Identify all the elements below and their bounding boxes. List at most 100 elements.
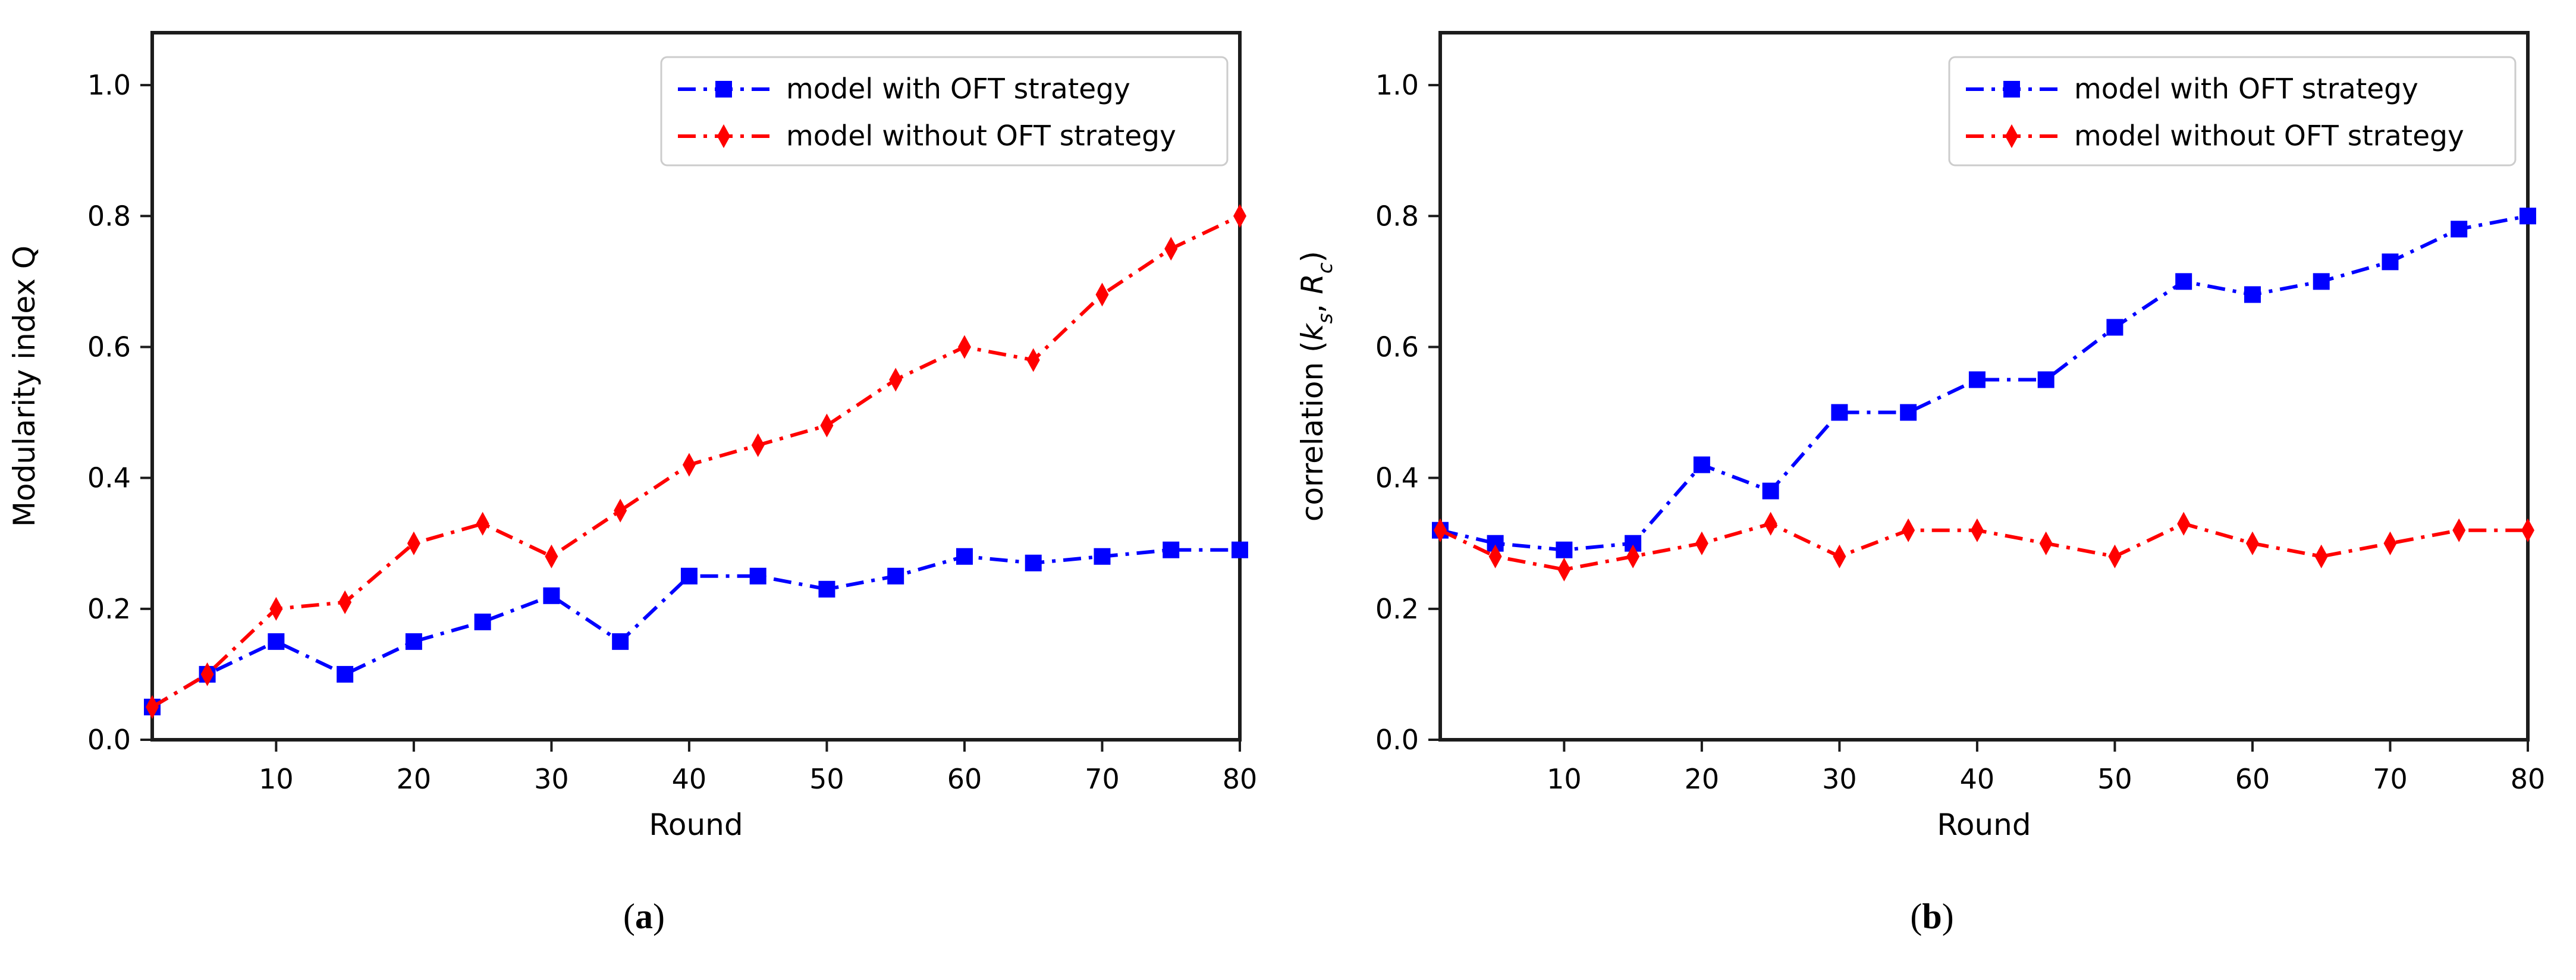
x-tick-label: 50 bbox=[2097, 763, 2132, 795]
series-0-marker-icon bbox=[2037, 371, 2054, 388]
series-0-marker-icon bbox=[268, 633, 285, 650]
y-tick-label: 0.4 bbox=[87, 462, 131, 494]
series-1-marker-icon bbox=[146, 695, 159, 719]
y-tick-label: 0.6 bbox=[1375, 331, 1419, 363]
x-tick-label: 70 bbox=[2373, 763, 2408, 795]
series-0-marker-icon bbox=[956, 548, 973, 565]
y-tick-label: 0.4 bbox=[1375, 462, 1419, 494]
series-0-marker-icon bbox=[2106, 319, 2123, 336]
series-1-marker-icon bbox=[957, 335, 971, 359]
y-tick-label: 0.8 bbox=[87, 200, 131, 232]
series-1-marker-icon bbox=[1026, 348, 1040, 372]
series-1-marker-icon bbox=[889, 368, 903, 392]
series-1-marker-icon bbox=[1233, 204, 1246, 228]
series-0-marker-icon bbox=[1968, 371, 1986, 388]
series-line-0 bbox=[1440, 214, 2528, 552]
x-axis-label: Round bbox=[1937, 808, 2031, 842]
legend-label: model with OFT strategy bbox=[786, 73, 1130, 106]
x-tick-label: 40 bbox=[672, 763, 707, 795]
y-tick-label: 0.6 bbox=[87, 331, 131, 363]
y-tick-label: 0.2 bbox=[1375, 593, 1419, 625]
series-1-marker-icon bbox=[682, 453, 696, 477]
legend-label: model with OFT strategy bbox=[2074, 73, 2418, 106]
x-tick-label: 50 bbox=[809, 763, 844, 795]
legend-marker-icon bbox=[2005, 124, 2018, 148]
series-1-marker-icon bbox=[2521, 518, 2534, 542]
caption-b-open: ( bbox=[1910, 897, 1922, 936]
series-1-marker-icon bbox=[407, 531, 420, 555]
chart-panel-b: 0.0 0.2 0.4 0.6 0.8 1.0 10 20 30 40 50 60 70 80 Round c… bbox=[1288, 0, 2576, 980]
chart-panel-a: 0.0 0.2 0.4 0.6 0.8 1.0 10 20 30 40 50 60 70 80 Round M… bbox=[0, 31, 1288, 938]
caption-b: (b) bbox=[1288, 895, 2576, 938]
legend-marker-icon bbox=[715, 81, 732, 98]
caption-a-letter: a bbox=[635, 897, 653, 936]
caption-a-open: ( bbox=[623, 897, 635, 936]
x-tick-label: 80 bbox=[1223, 763, 1258, 795]
series-1-marker-icon bbox=[2452, 518, 2466, 542]
series-0-marker-icon bbox=[1094, 548, 1111, 565]
caption-a-close: ) bbox=[653, 897, 665, 936]
legend-marker-icon bbox=[717, 124, 730, 148]
x-tick-label: 40 bbox=[1960, 763, 1995, 795]
legend-box bbox=[660, 56, 1229, 167]
series-0 bbox=[144, 541, 1248, 715]
series-0-marker-icon bbox=[543, 587, 560, 604]
series-1-marker-icon bbox=[1833, 544, 1846, 568]
x-tick-label: 30 bbox=[1822, 763, 1857, 795]
series-0-marker-icon bbox=[680, 567, 698, 585]
series-0-marker-icon bbox=[749, 567, 766, 585]
x-tick-label: 10 bbox=[259, 763, 294, 795]
x-tick-label: 70 bbox=[1085, 763, 1120, 795]
y-axis-label: correlation (ks, Rc) bbox=[1295, 251, 1337, 522]
series-1-marker-icon bbox=[338, 590, 352, 614]
series-1-marker-icon bbox=[1164, 237, 1178, 261]
series-1-marker-icon bbox=[200, 662, 214, 686]
series-0-marker-icon bbox=[612, 633, 629, 650]
x-axis-label: Round bbox=[649, 808, 743, 842]
series-1-marker-icon bbox=[751, 433, 765, 457]
series-1-marker-icon bbox=[2314, 544, 2328, 568]
legend-marker-icon bbox=[2003, 81, 2020, 98]
series-0-marker-icon bbox=[2244, 286, 2261, 303]
series-1-marker-icon bbox=[269, 596, 283, 621]
series-1-marker-icon bbox=[2039, 531, 2053, 555]
legend-label: model without OFT strategy bbox=[786, 120, 1176, 153]
series-1-marker-icon bbox=[1902, 518, 1915, 542]
series-1-marker-icon bbox=[1095, 282, 1109, 307]
x-tick-label: 30 bbox=[534, 763, 569, 795]
x-tick-label: 20 bbox=[1685, 763, 1720, 795]
series-1 bbox=[146, 204, 1246, 719]
series-0-marker-icon bbox=[2313, 273, 2330, 290]
y-tick-label: 0.0 bbox=[1375, 724, 1419, 756]
series-1-marker-icon bbox=[1626, 544, 1640, 568]
series-1-marker-icon bbox=[820, 413, 834, 438]
caption-b-close: ) bbox=[1942, 897, 1954, 936]
legend-label: model without OFT strategy bbox=[2074, 120, 2464, 153]
series-line-1 bbox=[151, 214, 1241, 709]
series-1-marker-icon bbox=[1695, 531, 1708, 555]
x-axis: 10 20 30 40 50 60 70 80 bbox=[259, 740, 1257, 795]
chart-canvas-a: 0.0 0.2 0.4 0.6 0.8 1.0 10 20 30 40 50 60 70 80 Round M… bbox=[7, 31, 1257, 842]
y-tick-label: 0.8 bbox=[1375, 200, 1419, 232]
caption-a: (a) bbox=[0, 895, 1288, 938]
series-0-marker-icon bbox=[1556, 541, 1573, 558]
series-1-marker-icon bbox=[1764, 511, 1777, 536]
series-0-marker-icon bbox=[2175, 273, 2192, 290]
series-1-marker-icon bbox=[2177, 511, 2191, 536]
x-tick-label: 10 bbox=[1547, 763, 1582, 795]
y-tick-label: 1.0 bbox=[87, 69, 131, 101]
series-0-marker-icon bbox=[2520, 208, 2536, 225]
series-0-marker-icon bbox=[1025, 554, 1042, 571]
series-1-marker-icon bbox=[1434, 518, 1447, 542]
series-1-marker-icon bbox=[545, 544, 558, 568]
x-axis: 10 20 30 40 50 60 70 80 bbox=[1547, 740, 2545, 795]
x-tick-label: 60 bbox=[2235, 763, 2270, 795]
series-0-marker-icon bbox=[1900, 404, 1917, 421]
chart-canvas-b: 0.0 0.2 0.4 0.6 0.8 1.0 10 20 30 40 50 60 70 80 Round c… bbox=[1295, 31, 2545, 842]
series-0-marker-icon bbox=[2451, 221, 2468, 238]
y-tick-label: 0.0 bbox=[87, 724, 131, 756]
series-0-marker-icon bbox=[1232, 541, 1248, 558]
plot-border bbox=[150, 31, 1242, 742]
series-1-marker-icon bbox=[476, 511, 489, 536]
